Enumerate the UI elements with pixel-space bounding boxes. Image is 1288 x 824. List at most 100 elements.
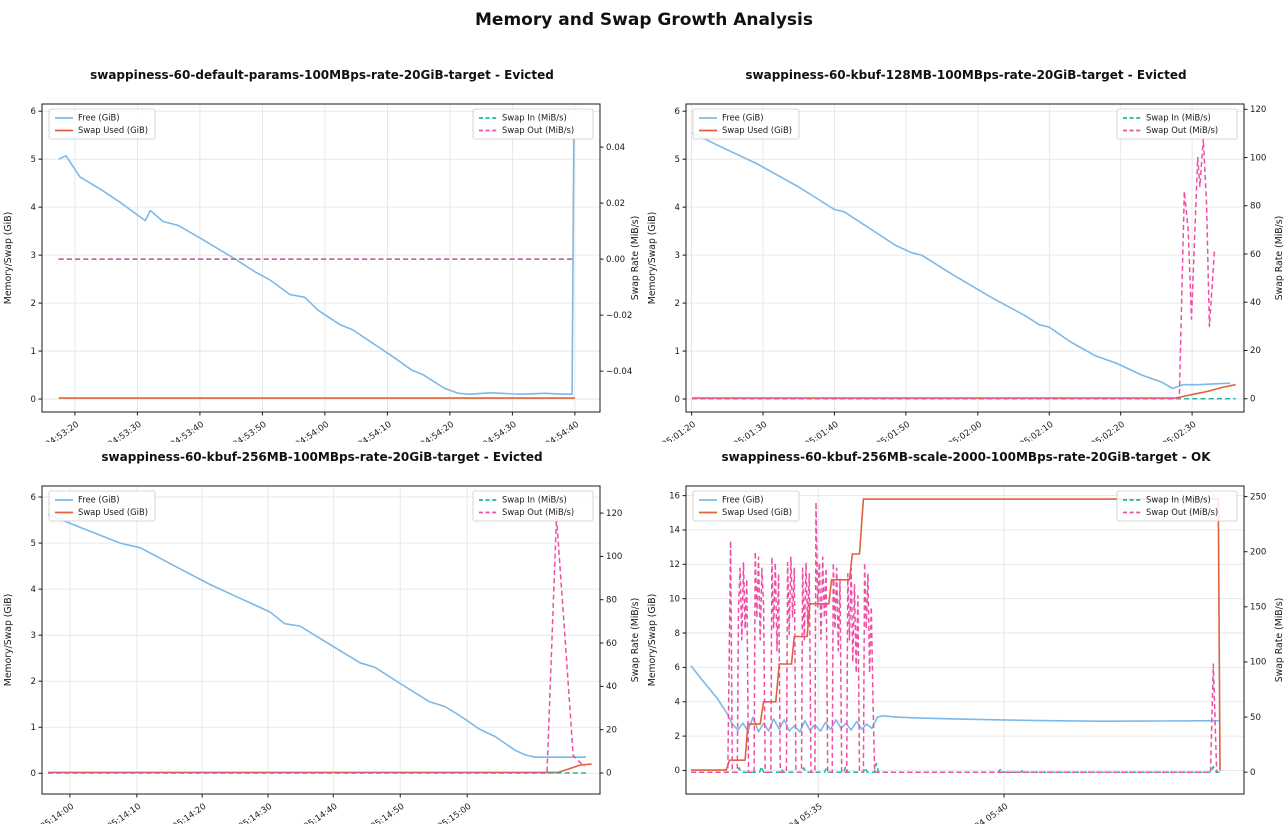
legend-label: Free (GiB)	[78, 495, 120, 505]
y-tick-label-left: 1	[675, 347, 680, 357]
y-tick-label-left: 3	[675, 251, 680, 261]
x-tick-label: 05:01:50	[875, 420, 912, 442]
y-axis-label-right: Swap Rate (MiB/s)	[1274, 598, 1285, 683]
x-tick-label: 05:01:40	[803, 420, 840, 442]
y-axis-label-left: Memory/Swap (GiB)	[647, 594, 658, 686]
y-axis-label-left: Memory/Swap (GiB)	[3, 212, 14, 304]
legend-label: Swap In (MiB/s)	[502, 495, 567, 505]
y-tick-label-left: 0	[31, 395, 36, 405]
y-tick-label-left: 5	[31, 155, 36, 165]
swap-out-line	[48, 516, 585, 774]
x-tick-label: 04:53:20	[44, 420, 81, 442]
y-axis-label-left: Memory/Swap (GiB)	[3, 594, 14, 686]
y-tick-label-left: 3	[31, 251, 36, 261]
x-tick-label: 05:14:40	[302, 802, 339, 824]
y-tick-label-left: 1	[31, 347, 36, 357]
x-tick-label: 05:01:20	[660, 420, 697, 442]
y-tick-label-right: 120	[606, 509, 622, 519]
x-tick-label: 05:02:00	[947, 420, 984, 442]
free-line	[47, 513, 586, 758]
y-tick-label-right: −0.04	[606, 367, 632, 377]
y-tick-label-right: 20	[1250, 346, 1261, 356]
y-tick-label-right: 0	[1250, 394, 1255, 404]
chart-title: swappiness-60-kbuf-256MB-100MBps-rate-20…	[101, 450, 543, 464]
legend-box	[1116, 108, 1238, 140]
grid	[686, 486, 1244, 794]
grid	[42, 104, 600, 412]
chart-title: swappiness-60-kbuf-128MB-100MBps-rate-20…	[745, 68, 1187, 82]
plot-border	[41, 103, 601, 413]
legend-label: Free (GiB)	[78, 113, 120, 123]
y-tick-label-left: 14	[669, 526, 680, 536]
x-tick-label: 05:14:50	[369, 802, 406, 824]
legend-swap-rate: Swap In (MiB/s) Swap Out (MiB/s)	[1116, 490, 1238, 522]
legend-box	[692, 490, 800, 522]
y-tick-label-left: 4	[31, 585, 36, 595]
subplot-top-right: swappiness-60-kbuf-128MB-100MBps-rate-20…	[644, 60, 1288, 442]
y-tick-label-left: 0	[675, 766, 680, 776]
x-tick-label: 04:54:10	[356, 420, 393, 442]
legend-label: Swap Out (MiB/s)	[1146, 507, 1218, 517]
page-title: Memory and Swap Growth Analysis	[475, 10, 813, 30]
y-tick-label-right: 50	[1250, 713, 1261, 723]
grid	[686, 104, 1244, 412]
legend-memory: Free (GiB) Swap Used (GiB)	[692, 108, 800, 140]
chart-canvas-top-left: 0 1 2 3 4 5 6 −0.04 −0.02 0.00 0.02 0.04 04:53:20 04:…	[3, 103, 641, 442]
x-tick-label: 05:14:10	[106, 802, 143, 824]
legend-label: Free (GiB)	[722, 495, 764, 505]
legend-label: Free (GiB)	[722, 113, 764, 123]
y-tick-label-right: 0.04	[606, 143, 625, 153]
plot-area: 0 2 4 6 8 10 12 14 16 0 50 100 150 200 250 04 05:35 04 0…	[647, 485, 1285, 824]
y-tick-label-right: 60	[1250, 250, 1261, 260]
swap-out-line	[692, 137, 1216, 400]
plot-border	[41, 485, 601, 795]
x-tick-label: 05:01:30	[732, 420, 769, 442]
y-tick-label-left: 10	[669, 594, 680, 604]
x-tick-label: 04:54:00	[294, 420, 331, 442]
legend-box	[48, 490, 156, 522]
swap-used-line	[48, 763, 592, 774]
swap-used-line	[691, 498, 1221, 771]
y-tick-label-left: 4	[675, 698, 680, 708]
free-line	[690, 665, 1220, 733]
y-tick-label-right: 100	[606, 552, 622, 562]
y-tick-label-left: 4	[675, 203, 680, 213]
y-tick-label-left: 0	[31, 769, 36, 779]
y-tick-label-right: 0.00	[606, 255, 625, 265]
x-tick-label: 05:02:20	[1090, 420, 1127, 442]
y-tick-label-left: 2	[31, 299, 36, 309]
y-tick-label-left: 2	[675, 299, 680, 309]
y-tick-label-right: 80	[606, 595, 617, 605]
legend-box	[48, 108, 156, 140]
y-tick-label-right: 100	[1250, 658, 1266, 668]
y-axis-label-right: Swap Rate (MiB/s)	[1274, 216, 1285, 301]
y-tick-label-right: 20	[606, 725, 617, 735]
x-tick-label: 04:54:40	[544, 420, 581, 442]
y-tick-label-left: 6	[675, 663, 680, 673]
y-axis-label-left: Memory/Swap (GiB)	[647, 212, 658, 304]
y-tick-label-left: 5	[31, 539, 36, 549]
y-tick-label-right: 200	[1250, 547, 1266, 557]
y-tick-label-left: 8	[675, 629, 680, 639]
legend-memory: Free (GiB) Swap Used (GiB)	[692, 490, 800, 522]
grid	[42, 486, 600, 794]
legend-label: Swap Used (GiB)	[722, 125, 792, 135]
y-tick-label-right: 40	[1250, 298, 1261, 308]
x-tick-label: 05:14:20	[171, 802, 208, 824]
x-tick-label: 05:02:30	[1161, 420, 1198, 442]
legend-memory: Free (GiB) Swap Used (GiB)	[48, 108, 156, 140]
y-tick-label-left: 6	[31, 107, 36, 117]
y-tick-label-left: 1	[31, 723, 36, 733]
legend-label: Swap Out (MiB/s)	[502, 125, 574, 135]
x-tick-label: 05:15:00	[436, 802, 473, 824]
free-line	[691, 132, 1231, 390]
swap-in-line	[691, 762, 1220, 773]
legend-box	[1116, 490, 1238, 522]
subplot-bottom-right: swappiness-60-kbuf-256MB-scale-2000-100M…	[644, 442, 1288, 824]
legend-box	[692, 108, 800, 140]
swap-used-line	[692, 383, 1236, 399]
legend-label: Swap Out (MiB/s)	[1146, 125, 1218, 135]
legend-label: Swap In (MiB/s)	[502, 113, 567, 123]
